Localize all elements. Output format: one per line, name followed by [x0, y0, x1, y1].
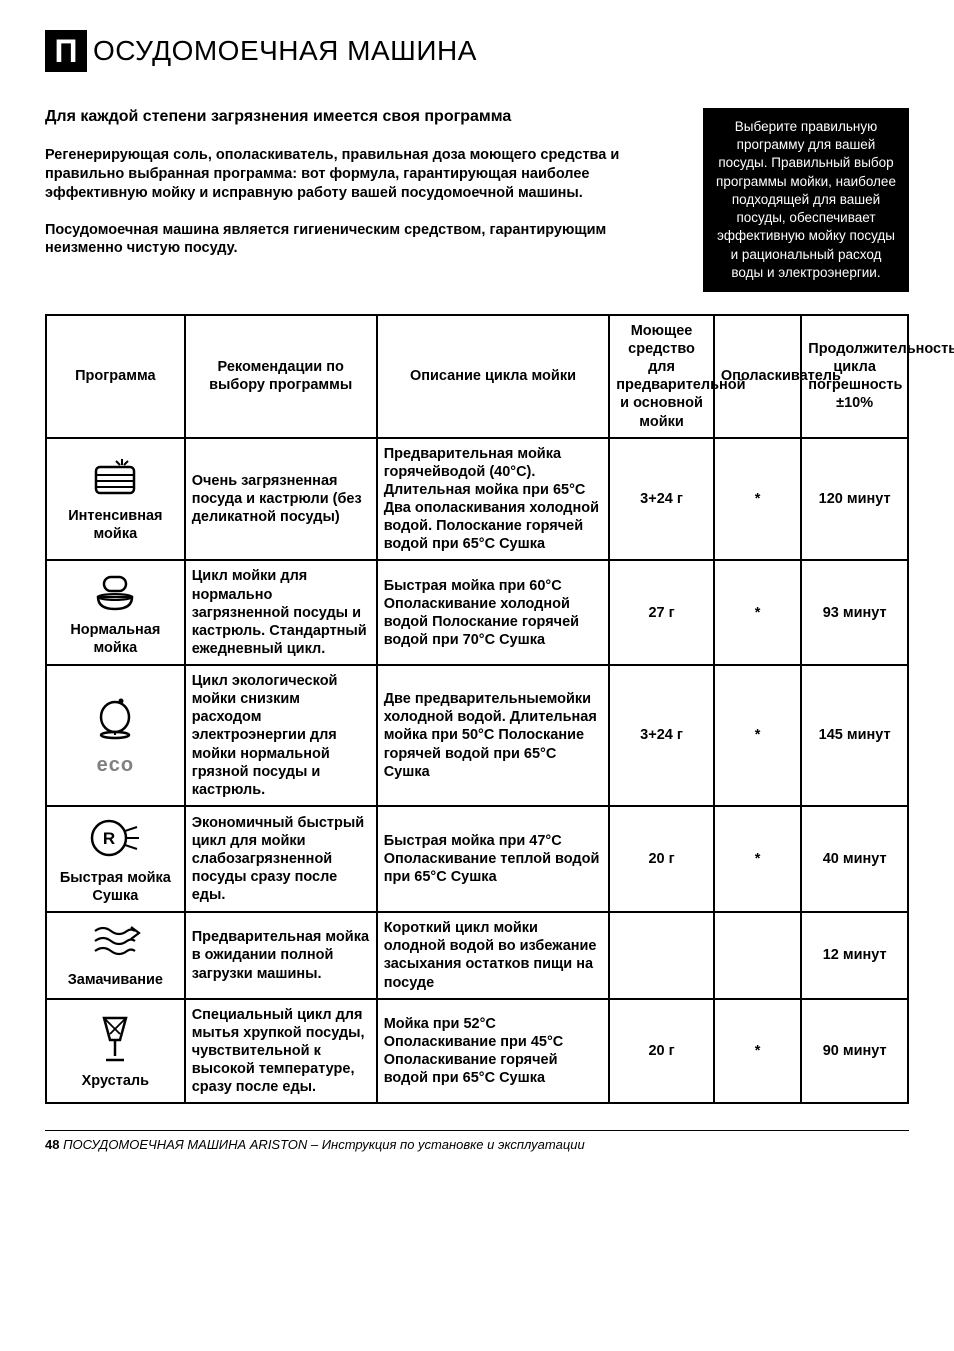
rinse-cell: [714, 912, 801, 999]
intro-section: Для каждой степени загрязнения имеется с…: [45, 108, 909, 292]
description-cell: Короткий цикл мойки олодной водой во изб…: [377, 912, 610, 999]
detergent-cell: 20 г: [609, 999, 714, 1104]
duration-cell: 120 минут: [801, 438, 908, 561]
recommend-cell: Очень загрязненная посуда и кастрюли (бе…: [185, 438, 377, 561]
detergent-cell: 3+24 г: [609, 665, 714, 806]
program-cell: R Быстрая мойка Сушка: [46, 806, 185, 912]
sidebar-tip-box: Выберите правильную программу для вашей …: [703, 108, 909, 292]
recommend-cell: Цикл экологической мойки снизким расходо…: [185, 665, 377, 806]
rinse-cell: *: [714, 806, 801, 912]
description-cell: Мойка при 52°C Ополаскивание при 45°C Оп…: [377, 999, 610, 1104]
program-name: Интенсивная мойка: [53, 507, 178, 543]
detergent-cell: 20 г: [609, 806, 714, 912]
table-row: Замачивание Предварительная мойка в ожида…: [46, 912, 908, 999]
th-rinse: Ополаскиватель: [714, 315, 801, 438]
header-letter-box: П: [45, 30, 87, 72]
description-cell: Предварительная мойка горячейводой (40°C…: [377, 438, 610, 561]
detergent-cell: 3+24 г: [609, 438, 714, 561]
recommend-cell: Экономичный быстрый цикл для мойки слабо…: [185, 806, 377, 912]
program-cell: Замачивание: [46, 912, 185, 999]
program-name: Быстрая мойка Сушка: [53, 869, 178, 905]
duration-cell: 90 минут: [801, 999, 908, 1104]
rinse-cell: *: [714, 665, 801, 806]
recommend-cell: Цикл мойки для нормально загрязненной по…: [185, 560, 377, 665]
page-footer: 48 ПОСУДОМОЕЧНАЯ МАШИНА ARISTON – Инстру…: [45, 1130, 909, 1152]
intro-subtitle: Для каждой степени загрязнения имеется с…: [45, 108, 683, 126]
th-recommend: Рекомендации по выбору программы: [185, 315, 377, 438]
rapid-icon: R: [53, 813, 178, 863]
soak-icon: [53, 921, 178, 965]
detergent-cell: 27 г: [609, 560, 714, 665]
duration-cell: 145 минут: [801, 665, 908, 806]
recommend-cell: Предварительная мойка в ожидании полной …: [185, 912, 377, 999]
page-header: П ОСУДОМОЕЧНАЯ МАШИНА: [45, 30, 909, 72]
table-row: R Быстрая мойка СушкаЭкономичный быстрый …: [46, 806, 908, 912]
page-number: 48: [45, 1137, 59, 1152]
intro-paragraph-1: Регенерирующая соль, ополаскиватель, пра…: [45, 146, 683, 203]
table-row: Интенсивная мойкаОчень загрязненная посу…: [46, 438, 908, 561]
duration-cell: 40 минут: [801, 806, 908, 912]
program-cell: Нормальная мойка: [46, 560, 185, 665]
normal-icon: [53, 569, 178, 615]
rinse-cell: *: [714, 438, 801, 561]
table-row: Нормальная мойкаЦикл мойки для нормально…: [46, 560, 908, 665]
program-name: Нормальная мойка: [53, 621, 178, 657]
program-name: Хрусталь: [53, 1072, 178, 1090]
description-cell: Быстрая мойка при 47°C Ополаскивание теп…: [377, 806, 610, 912]
duration-cell: 12 минут: [801, 912, 908, 999]
duration-cell: 93 минут: [801, 560, 908, 665]
svg-text:R: R: [103, 829, 115, 848]
th-description: Описание цикла мойки: [377, 315, 610, 438]
th-program: Программа: [46, 315, 185, 438]
eco-icon: [53, 693, 178, 747]
table-header-row: Программа Рекомендации по выбору програм…: [46, 315, 908, 438]
table-row: eco Цикл экологической мойки снизким расх…: [46, 665, 908, 806]
rinse-cell: *: [714, 999, 801, 1104]
table-row: Хрусталь Специальный цикл для мытья хрупк…: [46, 999, 908, 1104]
crystal-icon: [53, 1012, 178, 1066]
footer-text: ПОСУДОМОЕЧНАЯ МАШИНА ARISTON – Инструкци…: [63, 1137, 585, 1152]
th-duration: Продолжительность цикла погрешность ±10%: [801, 315, 908, 438]
detergent-cell: [609, 912, 714, 999]
description-cell: Две предварительныемойки холодной водой.…: [377, 665, 610, 806]
intro-paragraph-2: Посудомоечная машина является гигиеничес…: [45, 221, 683, 259]
page-title: ОСУДОМОЕЧНАЯ МАШИНА: [93, 35, 477, 67]
program-name: eco: [53, 753, 178, 778]
program-cell: eco: [46, 665, 185, 806]
rinse-cell: *: [714, 560, 801, 665]
programs-table: Программа Рекомендации по выбору програм…: [45, 314, 909, 1104]
description-cell: Быстрая мойка при 60°C Ополаскивание хол…: [377, 560, 610, 665]
program-name: Замачивание: [53, 971, 178, 989]
intro-text-block: Для каждой степени загрязнения имеется с…: [45, 108, 683, 258]
th-detergent: Моющее средство для предварительной и ос…: [609, 315, 714, 438]
intensive-icon: [53, 455, 178, 501]
program-cell: Интенсивная мойка: [46, 438, 185, 561]
recommend-cell: Специальный цикл для мытья хрупкой посуд…: [185, 999, 377, 1104]
program-cell: Хрусталь: [46, 999, 185, 1104]
